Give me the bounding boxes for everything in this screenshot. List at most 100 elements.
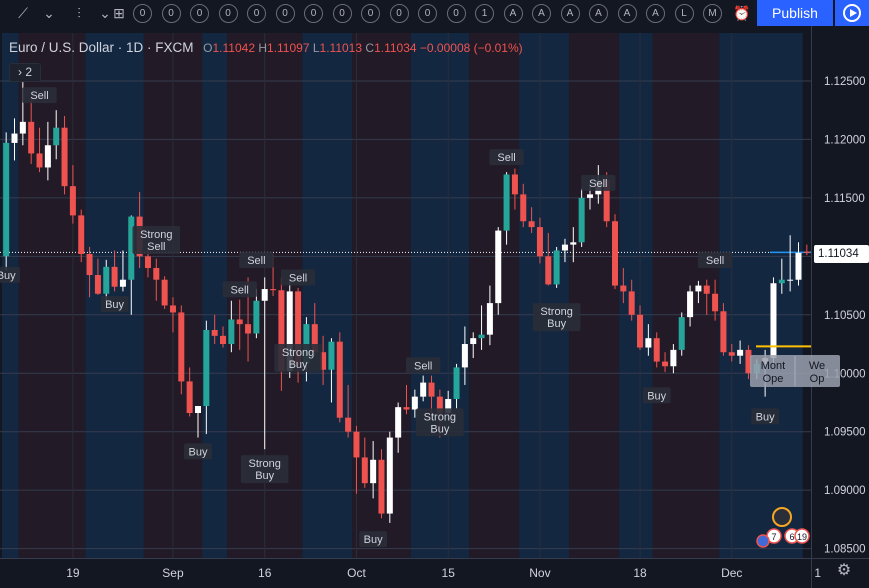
candle-body — [144, 256, 151, 269]
symbol-circle-button[interactable]: A — [646, 4, 665, 23]
candle-body — [295, 291, 302, 364]
candlestick — [253, 289, 260, 339]
candlestick — [470, 332, 477, 359]
candle-body — [528, 221, 535, 228]
symbol-circle-button[interactable]: 0 — [133, 4, 152, 23]
candlestick — [69, 165, 76, 224]
symbol-circle-button[interactable]: 0 — [361, 4, 380, 23]
candlestick — [720, 303, 727, 356]
candle-body — [211, 329, 218, 336]
candle-body — [119, 279, 126, 287]
close-label: C — [365, 41, 375, 55]
symbol-circle-button[interactable]: A — [503, 4, 523, 23]
price-chart[interactable]: 1.125001.120001.115001.110001.105001.100… — [0, 26, 869, 588]
candlestick — [678, 312, 685, 356]
candle-body — [745, 349, 752, 374]
candlestick — [320, 335, 327, 385]
close-value: 1.11034 — [374, 41, 417, 55]
candle-body — [578, 197, 585, 243]
trend-band — [469, 33, 520, 558]
candle-body — [662, 361, 669, 367]
symbol-title[interactable]: Euro / U.S. Dollar · 1D · FXCM — [9, 40, 194, 55]
candle-body — [320, 352, 327, 370]
symbol-circle-button[interactable]: M — [703, 4, 722, 23]
candle-body — [687, 291, 694, 318]
candle-body — [737, 349, 744, 356]
signal-label-text: Sell — [247, 255, 265, 267]
chevron-down-icon[interactable]: ⌄ — [43, 5, 55, 21]
symbol-circle-button[interactable]: 0 — [190, 4, 209, 23]
signal-label-text: Buy — [289, 359, 308, 371]
candle-body — [620, 285, 627, 292]
time-tick-label: 19 — [66, 566, 80, 580]
symbol-circle-button[interactable]: 0 — [418, 4, 437, 23]
signal-label: Sell — [222, 281, 257, 298]
symbol-circle-button[interactable]: 0 — [275, 4, 295, 23]
signal-label-text: Buy — [105, 299, 124, 311]
candle-body — [245, 324, 252, 334]
trend-band — [652, 33, 720, 558]
high-label: H — [258, 41, 268, 55]
flag-icon — [756, 534, 770, 548]
symbol-circle-button[interactable]: 0 — [247, 4, 266, 23]
signal-label: Buy — [642, 387, 671, 404]
candle-body — [19, 121, 26, 134]
symbol-circle-button[interactable]: 0 — [446, 4, 466, 23]
symbol-circle-button[interactable]: 1 — [475, 4, 494, 23]
signal-label-bg — [132, 225, 181, 254]
compare-icon[interactable]: ⊞ — [113, 5, 125, 21]
signal-label-bg — [489, 149, 524, 166]
trend-line-icon[interactable]: ⟋ — [18, 5, 28, 21]
candlestick — [620, 268, 627, 304]
candle-body — [278, 290, 285, 371]
signal-label-text: Strong — [140, 229, 172, 241]
candle-body — [286, 291, 293, 371]
candlestick — [628, 279, 635, 321]
candle-body — [236, 319, 243, 325]
candlestick — [745, 345, 752, 380]
symbol-circle-button[interactable]: 0 — [389, 4, 409, 23]
signal-label-text: Buy — [647, 390, 666, 402]
trend-band — [302, 33, 353, 558]
session-label-line2: Op — [810, 373, 825, 385]
symbol-circle-button[interactable]: 0 — [332, 4, 352, 23]
candlestick — [153, 258, 160, 301]
signal-label-bg — [416, 408, 464, 437]
candle-body — [178, 312, 185, 382]
candle-body — [395, 407, 402, 438]
symbol-circle-button[interactable]: 0 — [161, 4, 181, 23]
event-calendar-icon — [772, 507, 792, 527]
indicator-collapse-button[interactable]: › 2 — [9, 63, 41, 82]
candle-body — [461, 344, 468, 368]
symbol-circle-button[interactable]: A — [532, 4, 551, 23]
candlestick — [386, 431, 393, 523]
symbol-circle-button[interactable]: A — [560, 4, 580, 23]
publish-button[interactable]: Publish — [757, 0, 833, 26]
candlestick — [695, 280, 702, 304]
candle-body — [78, 215, 85, 254]
alarm-clock-icon[interactable]: ⏰ — [733, 5, 751, 21]
indicators-icon[interactable]: ⫶ — [77, 5, 81, 21]
trend-band — [85, 33, 144, 558]
signal-label-bg — [239, 252, 274, 269]
candle-body — [637, 314, 644, 348]
gear-icon[interactable]: ⚙ — [836, 562, 852, 579]
symbol-circle-button[interactable]: A — [617, 4, 637, 23]
candle-body — [94, 275, 101, 294]
symbol-circle-button[interactable]: 0 — [218, 4, 238, 23]
candlestick — [228, 300, 235, 353]
candle-body — [103, 266, 110, 294]
signal-label-text: Buy — [189, 446, 208, 458]
candle-body — [712, 293, 719, 312]
candle-body — [203, 329, 210, 406]
trend-band — [619, 33, 653, 558]
symbol-circle-button[interactable]: 0 — [304, 4, 323, 23]
symbol-circle-button[interactable]: L — [674, 4, 694, 23]
symbol-circle-button[interactable]: A — [589, 4, 608, 23]
chevron-down-icon[interactable]: ⌄ — [99, 5, 111, 21]
play-icon[interactable] — [835, 0, 869, 26]
candlestick — [11, 118, 18, 161]
trend-band — [719, 33, 803, 558]
